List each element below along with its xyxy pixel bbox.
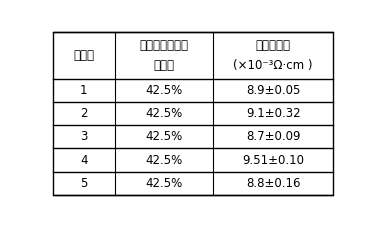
Text: 8.9±0.05: 8.9±0.05 [246, 84, 300, 97]
Text: 42.5%: 42.5% [145, 107, 182, 120]
Text: 8.7±0.09: 8.7±0.09 [246, 130, 300, 143]
Text: 1: 1 [80, 84, 87, 97]
Text: 体积电阱率: 体积电阱率 [256, 39, 291, 52]
Text: 4: 4 [80, 154, 87, 167]
Text: 2: 2 [80, 107, 87, 120]
Text: 42.5%: 42.5% [145, 177, 182, 190]
Text: 百分数: 百分数 [153, 59, 174, 72]
Text: 9.51±0.10: 9.51±0.10 [242, 154, 304, 167]
Text: 9.1±0.32: 9.1±0.32 [246, 107, 300, 120]
Text: 8.8±0.16: 8.8±0.16 [246, 177, 300, 190]
Text: 42.5%: 42.5% [145, 154, 182, 167]
Text: 42.5%: 42.5% [145, 84, 182, 97]
Text: (×10⁻³Ω·cm ): (×10⁻³Ω·cm ) [233, 59, 313, 72]
Text: 实施例: 实施例 [73, 49, 94, 62]
Text: 42.5%: 42.5% [145, 130, 182, 143]
Text: 3: 3 [80, 130, 87, 143]
Text: 5: 5 [80, 177, 87, 190]
Text: 复合粒子的体积: 复合粒子的体积 [139, 39, 188, 52]
